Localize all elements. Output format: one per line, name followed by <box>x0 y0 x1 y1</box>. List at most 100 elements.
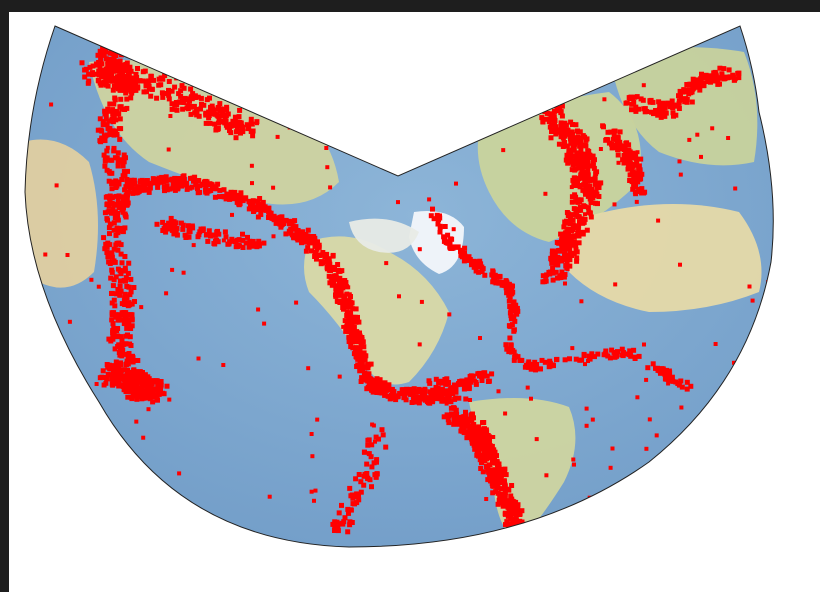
earthquake-point <box>471 426 477 432</box>
earthquake-point <box>125 382 131 388</box>
earthquake-point <box>570 122 575 127</box>
earthquake-point <box>189 96 195 102</box>
earthquake-point <box>366 362 372 368</box>
earthquake-point <box>334 283 340 289</box>
earthquake-point <box>488 450 494 456</box>
earthquake-point <box>574 255 580 261</box>
earthquake-point <box>586 353 592 359</box>
earthquake-point <box>111 227 117 233</box>
earthquake-point <box>113 242 119 248</box>
earthquake-point <box>144 181 150 186</box>
earthquake-point <box>582 152 587 158</box>
earthquake-point <box>358 352 363 358</box>
earthquake-point <box>417 247 422 252</box>
earthquake-point <box>110 283 116 289</box>
earthquake-point <box>111 220 117 226</box>
earthquake-point <box>163 174 169 180</box>
earthquake-point <box>492 449 498 455</box>
earthquake-point <box>115 163 121 169</box>
earthquake-point <box>164 291 169 296</box>
earthquake-point <box>340 135 345 140</box>
earthquake-point <box>430 66 435 71</box>
earthquake-point <box>677 159 682 164</box>
earthquake-point <box>296 119 301 124</box>
earthquake-point <box>196 113 202 119</box>
earthquake-point <box>456 395 462 401</box>
earthquake-point <box>107 170 113 176</box>
earthquake-point <box>313 488 318 493</box>
earthquake-point <box>519 508 525 514</box>
earthquake-point <box>126 351 132 356</box>
earthquake-point <box>124 202 130 208</box>
earthquake-point <box>305 233 311 239</box>
earthquake-point <box>492 456 497 461</box>
earthquake-point <box>119 177 125 182</box>
earthquake-point <box>156 391 162 397</box>
earthquake-point <box>122 254 128 259</box>
earthquake-point <box>410 392 416 397</box>
earthquake-point <box>127 79 133 85</box>
earthquake-point <box>557 129 563 135</box>
earthquake-point <box>735 70 741 76</box>
earthquake-point <box>132 390 138 396</box>
earthquake-point <box>190 225 196 231</box>
earthquake-point <box>451 227 456 232</box>
earthquake-point <box>644 377 649 382</box>
earthquake-point <box>441 414 447 420</box>
earthquake-point <box>320 260 326 266</box>
earthquake-point <box>233 135 239 141</box>
earthquake-point <box>94 382 99 386</box>
earthquake-point <box>174 232 180 238</box>
earthquake-point <box>500 503 506 509</box>
earthquake-point <box>341 324 346 329</box>
earthquake-point <box>90 63 96 69</box>
earthquake-point <box>299 240 304 246</box>
earthquake-point <box>254 204 259 210</box>
earthquake-point <box>381 386 387 392</box>
earthquake-point <box>181 178 187 184</box>
earthquake-point <box>347 292 352 297</box>
earthquake-point <box>371 423 376 428</box>
earthquake-point <box>577 129 583 135</box>
earthquake-point <box>100 368 106 374</box>
earthquake-point <box>626 163 632 169</box>
earthquake-point <box>108 338 114 344</box>
earthquake-point <box>679 384 685 390</box>
earthquake-point <box>343 280 349 285</box>
earthquake-point <box>234 124 240 130</box>
earthquake-point <box>503 283 509 289</box>
earthquake-point <box>332 267 337 272</box>
earthquake-point <box>166 92 172 98</box>
earthquake-point <box>160 219 166 225</box>
earthquake-point <box>465 430 471 436</box>
earthquake-point <box>117 136 123 142</box>
earthquake-point <box>385 95 390 99</box>
earthquake-point <box>124 177 130 182</box>
earthquake-point <box>289 232 295 238</box>
earthquake-point <box>161 178 167 184</box>
earthquake-point <box>177 176 182 181</box>
earthquake-point <box>336 279 342 285</box>
earthquake-point <box>106 118 112 124</box>
earthquake-point <box>150 399 156 405</box>
earthquake-point <box>180 106 186 112</box>
earthquake-point <box>348 294 353 299</box>
earthquake-point <box>233 244 239 250</box>
earthquake-point <box>234 129 239 135</box>
earthquake-point <box>454 244 460 250</box>
earthquake-point <box>685 87 691 93</box>
earthquake-point <box>104 376 110 382</box>
earthquake-point <box>434 396 440 401</box>
earthquake-point <box>115 215 121 221</box>
earthquake-point <box>118 334 124 340</box>
earthquake-point <box>713 342 718 346</box>
earthquake-point <box>572 462 576 467</box>
earthquake-point <box>194 110 200 116</box>
earthquake-point <box>154 95 160 101</box>
earthquake-point <box>118 288 124 294</box>
earthquake-point <box>662 113 668 119</box>
earthquake-point <box>699 71 704 77</box>
earthquake-point <box>185 97 191 103</box>
earthquake-point <box>335 528 341 534</box>
earthquake-point <box>583 191 588 197</box>
